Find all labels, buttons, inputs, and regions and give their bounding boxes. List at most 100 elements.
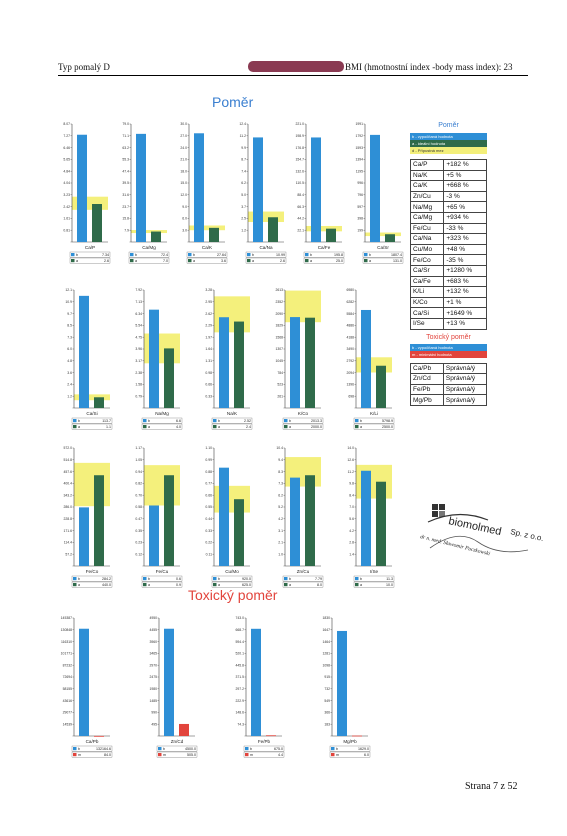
value-swatch [284,583,288,587]
value-swatch [355,583,359,587]
y-tick-label: 1.0 [278,552,283,556]
bar-ideal [164,475,174,566]
bar-calculated [219,467,229,566]
value-swatch [355,419,359,423]
y-tick-label: 1593 [355,146,363,150]
y-tick-label: 72694 [63,675,73,679]
value-key: b [78,747,80,751]
y-tick-label: 1830 [322,616,330,620]
ratio-ratio: Ca/Sr [409,264,445,277]
value-key: m [163,753,166,757]
bar-chart-ca-pb: 14539 29077 43616 58155 72694 87232 101771 1163… [61,616,113,758]
value-key: b [218,577,220,581]
category-label: Zn/Cu [297,569,310,574]
value-row [128,251,169,258]
value-swatch [284,577,288,581]
header-divider [58,75,528,76]
y-tick-label: 12.6 [347,458,354,462]
y-tick-label: 14.0 [347,446,354,450]
value-row [69,251,111,258]
value-row [245,251,286,258]
value-key: a [369,259,371,263]
y-tick-label: 6980 [346,288,354,292]
value-row [282,417,324,424]
y-tick-label: 0.35 [135,529,142,533]
tolerance-band [285,290,321,323]
bar-calculated [311,137,321,242]
value-label: 195.8 [334,253,343,257]
y-tick-label: 1.2 [241,228,246,232]
y-tick-label: 7.3 [278,482,283,486]
y-tick-label: 1485 [149,699,157,703]
toxic-table: Ca/Pb Správná/ý Zn/Cd Správná/ý Fe/Pb Správná… [410,362,488,406]
value-swatch [73,577,77,581]
bar-calculated [290,317,300,408]
y-tick-label: 1394 [355,158,363,162]
value-swatch [143,419,147,423]
value-label: 4.0 [176,425,181,429]
y-tick-label: 2.42 [63,205,70,209]
y-tick-label: 6.46 [63,146,70,150]
ratio-row: Ca/Na +323 % [409,233,487,245]
ratio-ratio: Cu/Mo [409,243,445,256]
value-key: a [252,259,254,263]
ratio-value: +683 % [443,275,487,288]
value-key: b [250,747,252,751]
y-tick-label: 366 [324,711,330,715]
category-label: Ca/K [202,245,213,250]
value-swatch [363,259,367,263]
ratio-row: Na/K +5 % [409,169,487,182]
category-label: Mg/Pb [343,739,357,744]
bar-chart-ca-mg: 7.9 15.8 23.7 31.6 39.5 47.4 55.3 63.2 71.1 79.0 C… [122,122,169,264]
value-row [282,423,324,430]
value-label: 1629.0 [358,747,369,751]
y-tick-label: 3.23 [63,193,70,197]
value-swatch [129,253,133,257]
bar-calculated [79,628,89,736]
value-swatch [245,747,249,751]
toxic-legend-title: Toxický poměr [426,333,471,341]
y-tick-label: 12.0 [180,193,187,197]
bar-ideal [326,228,336,242]
y-tick-label: 6282 [346,300,354,304]
y-tick-label: 286.0 [64,505,73,509]
value-row [282,581,324,588]
y-tick-label: 0.79 [135,394,142,398]
value-label: 2.4 [246,425,251,429]
value-key: a [78,583,80,587]
y-tick-label: 1.4 [349,552,354,556]
category-label: Ca/Mg [142,245,156,250]
stamp-suffix: Sp. z o.o. [510,527,545,543]
stamp-logo-icon [427,504,489,523]
y-tick-label: 199 [357,228,363,232]
y-tick-label: 1.10 [205,446,212,450]
value-key: b [193,253,195,257]
value-row [303,251,345,258]
y-tick-label: 39.5 [122,181,129,185]
ratio-ratio: Fe/Cu [409,222,445,235]
ratio-value: -3 % [443,190,487,203]
category-label: Ca/Na [259,245,272,250]
y-tick-label: 114.4 [64,541,72,545]
ratio-value: +13 % [443,317,487,330]
stamp-company: biomolmed [447,515,502,538]
category-label: Na/Mg [155,411,169,416]
ratio-row: K/Li +132 % [409,286,487,298]
value-swatch [213,419,217,423]
toxic-row: Mg/Pb Správná/ý [410,394,488,406]
value-swatch [213,425,217,429]
bar-ideal [305,475,315,566]
y-tick-label: 2.5 [241,217,246,221]
y-tick-label: 183 [324,722,330,726]
value-row [211,575,253,582]
value-swatch [305,253,309,257]
value-row [353,417,395,424]
y-tick-label: 1396 [346,383,354,387]
y-tick-label: 0.23 [135,541,142,545]
value-row [282,575,324,582]
ratio-ratio: Ca/P [409,159,445,171]
value-swatch [73,419,77,423]
y-tick-label: 0.33 [205,529,212,533]
ratio-row: Ca/K +668 % [409,180,487,192]
bar-chart-zn-cd: 495 990 1485 1980 2475 2970 3465 3960 4455 4950 Zn… [149,616,198,758]
